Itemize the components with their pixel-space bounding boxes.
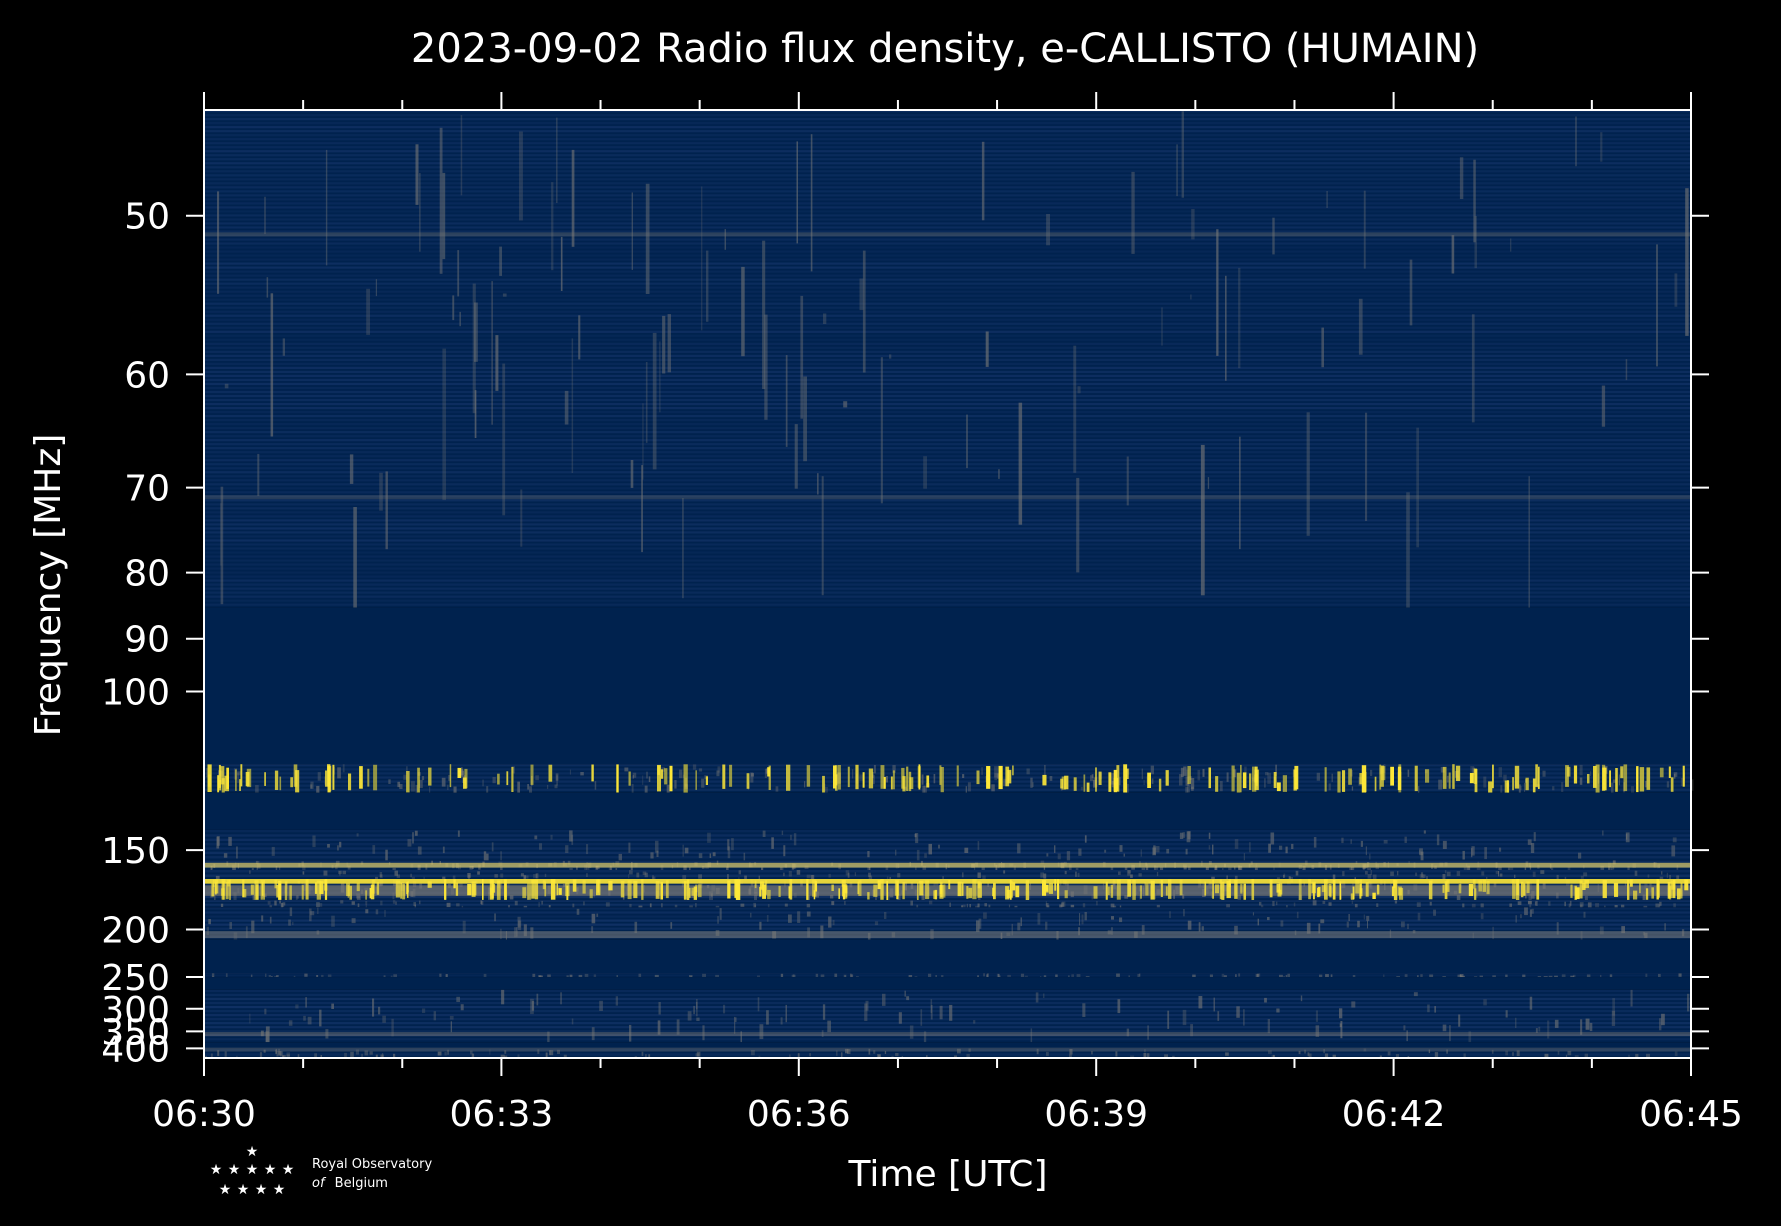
svg-text:★: ★: [210, 1162, 223, 1178]
band-empty-12: [204, 977, 1691, 990]
svg-text:★: ★: [246, 1162, 259, 1178]
band-empty-3: [204, 792, 1691, 830]
x-tick-label: 06:39: [1044, 1094, 1148, 1135]
y-tick-label: 400: [101, 1029, 170, 1070]
y-tick-label: 100: [101, 673, 170, 714]
interference-line-3: [204, 1047, 1691, 1052]
x-tick-label: 06:30: [152, 1094, 256, 1135]
x-tick-label: 06:36: [747, 1094, 851, 1135]
y-tick-label: 90: [124, 620, 170, 661]
stars-icon: ★ ★ ★ ★ ★ ★ ★ ★ ★ ★: [210, 1144, 295, 1198]
svg-text:★: ★: [264, 1162, 277, 1178]
logo-line-2-italic: of: [312, 1176, 327, 1191]
svg-text:★: ★: [228, 1162, 241, 1178]
svg-text:★: ★: [219, 1182, 232, 1198]
band-empty-1: [204, 607, 1691, 765]
svg-text:of Belgium: of Belgium: [312, 1176, 388, 1191]
x-tick-label: 06:42: [1342, 1094, 1446, 1135]
band-bright-steady-5: [204, 860, 1691, 870]
band-very-bright-bursty-7: [204, 879, 1691, 901]
band-empty-14: [204, 1042, 1691, 1049]
svg-text:★: ★: [237, 1182, 250, 1198]
band-noise-8: [204, 900, 1691, 908]
band-bright-bursty-2: [204, 764, 1694, 793]
y-axis-label: Frequency [MHz]: [28, 434, 69, 737]
x-axis-label: Time [UTC]: [847, 1154, 1047, 1195]
plot-area: [204, 110, 1694, 1058]
band-low-noise-0: [204, 110, 1691, 608]
svg-text:★: ★: [246, 1144, 259, 1160]
y-tick-label: 50: [124, 197, 170, 238]
svg-text:★: ★: [255, 1182, 268, 1198]
y-tick-label: 300: [101, 990, 170, 1031]
plot-frame: [203, 109, 1692, 1059]
svg-text:★: ★: [273, 1182, 286, 1198]
logo-line-1: Royal Observatory: [312, 1157, 432, 1172]
band-noise-13: [204, 989, 1691, 1043]
logo-line-2: Belgium: [335, 1176, 388, 1191]
interference-line-0: [204, 232, 1691, 237]
interference-line-2: [204, 1032, 1691, 1037]
chart-title: 2023-09-02 Radio flux density, e-CALLIST…: [411, 26, 1479, 72]
svg-text:★: ★: [282, 1162, 295, 1178]
y-tick-label: 60: [124, 355, 170, 396]
band-low-noise-15: [204, 1048, 1691, 1058]
interference-line-1: [204, 495, 1691, 500]
band-noise-6: [204, 869, 1691, 880]
royal-observatory-logo: ★ ★ ★ ★ ★ ★ ★ ★ ★ ★ Royal Observatory of Belgiu…: [210, 1144, 433, 1198]
y-tick-label: 200: [101, 910, 170, 951]
band-empty-10: [204, 939, 1691, 974]
band-noise-line-9: [204, 907, 1691, 940]
y-tick-label: 70: [124, 469, 170, 510]
x-axis: 06:30 06:33 06:36 06:39 06:42 06:45: [152, 92, 1743, 1135]
y-tick-label: 80: [124, 554, 170, 595]
y-tick-label: 150: [101, 831, 170, 872]
y-tick-label: 250: [101, 958, 170, 999]
band-low-noise-11: [204, 973, 1691, 978]
y-tick-label: 350: [101, 1012, 170, 1053]
x-tick-label: 06:45: [1639, 1094, 1743, 1135]
x-tick-label: 06:33: [450, 1094, 554, 1135]
band-noise-4: [204, 829, 1691, 861]
